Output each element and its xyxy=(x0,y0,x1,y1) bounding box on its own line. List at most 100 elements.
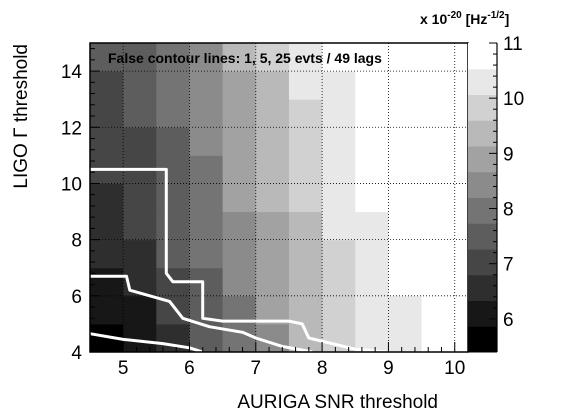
heatmap-cell xyxy=(322,99,356,128)
heatmap-cell xyxy=(421,71,456,100)
heatmap-cell xyxy=(355,99,389,128)
heatmap-cell xyxy=(388,99,423,128)
heatmap-cell xyxy=(454,323,469,353)
y-tick-label: 12 xyxy=(61,118,82,139)
heatmap-cell xyxy=(255,211,290,241)
heatmap-cell xyxy=(123,43,157,72)
heatmap-cell xyxy=(388,155,423,184)
heatmap-cell xyxy=(123,183,157,213)
heatmap-cell xyxy=(189,155,224,184)
heatmap-cell xyxy=(288,71,323,100)
heatmap-cell xyxy=(421,295,456,325)
heatmap-cell xyxy=(189,71,224,100)
colorbar-tick-label: 9 xyxy=(503,144,514,165)
heatmap-cell xyxy=(454,267,469,297)
heatmap-cell xyxy=(123,71,157,100)
heatmap-cell xyxy=(355,71,389,100)
heatmap-cell xyxy=(90,239,124,269)
heatmap-cell xyxy=(454,183,469,213)
colorbar-swatch xyxy=(468,171,497,198)
heatmap-cell xyxy=(222,211,257,241)
heatmap-cell xyxy=(355,295,389,325)
heatmap-cell xyxy=(421,127,456,156)
y-tick-label: 8 xyxy=(71,231,82,252)
heatmap-cell xyxy=(123,323,157,353)
colorbar-tick-label: 8 xyxy=(503,200,514,221)
grid-lines xyxy=(90,43,468,352)
heatmap-cell xyxy=(156,71,190,100)
colorbar-swatch xyxy=(468,68,497,95)
heatmap-cell xyxy=(421,155,456,184)
colorbar-unit: x 10-20 [Hz-1/2] xyxy=(420,10,509,27)
x-axis: 5 6 7 8 9 10 xyxy=(96,342,469,379)
heatmap-cell xyxy=(255,155,290,184)
colorbar-swatch xyxy=(468,249,497,276)
heatmap-cell xyxy=(189,99,224,128)
colorbar-tick-label: 10 xyxy=(503,89,524,110)
heatmap-cell xyxy=(322,127,356,156)
heatmap-cell xyxy=(90,99,124,128)
heatmap-cell xyxy=(255,43,290,72)
colorbar-swatch xyxy=(468,120,497,147)
heatmap-cell xyxy=(322,295,356,325)
colorbar-swatch xyxy=(468,146,497,173)
heatmap-cell xyxy=(454,71,469,100)
heatmap-cell xyxy=(288,155,323,184)
heatmap-cell xyxy=(288,183,323,213)
heatmap-cell xyxy=(355,155,389,184)
heatmap-cell xyxy=(222,323,257,353)
heatmap-cell xyxy=(355,323,389,353)
heatmap-cell xyxy=(189,211,224,241)
heatmap-cell xyxy=(355,211,389,241)
heatmap-cell xyxy=(156,211,190,241)
y-tick-label: 10 xyxy=(61,174,82,195)
heatmap-cell xyxy=(355,239,389,269)
heatmap-cell xyxy=(90,267,124,297)
heatmap-cell xyxy=(388,43,423,72)
heatmap-cell xyxy=(255,183,290,213)
heatmap-cell xyxy=(255,239,290,269)
x-tick-label: 6 xyxy=(184,358,195,379)
x-tick-label: 7 xyxy=(251,358,262,379)
heatmap-cell xyxy=(222,155,257,184)
heatmap-cell xyxy=(421,43,456,72)
colorbar-tick-label: 7 xyxy=(503,255,514,276)
x-tick-label: 9 xyxy=(383,358,394,379)
heatmap-cell xyxy=(322,71,356,100)
heatmap-cell xyxy=(288,239,323,269)
contour-line xyxy=(90,274,313,354)
heatmap-cell xyxy=(90,211,124,241)
heatmap-cell xyxy=(123,99,157,128)
heatmap-cell xyxy=(288,43,323,72)
heatmap-cell xyxy=(454,155,469,184)
heatmap-cells xyxy=(90,43,469,353)
y-tick-label: 4 xyxy=(71,343,82,364)
heatmap-cell xyxy=(421,323,456,353)
heatmap-cell xyxy=(322,211,356,241)
heatmap-cell xyxy=(421,267,456,297)
heatmap-cell xyxy=(90,71,124,100)
y-axis: 4 6 8 10 12 14 xyxy=(61,48,100,364)
heatmap-cell xyxy=(388,239,423,269)
heatmap-cell xyxy=(123,211,157,241)
x-axis-title: AURIGA SNR threshold xyxy=(237,392,438,413)
heatmap-cell xyxy=(90,127,124,156)
heatmap-cell xyxy=(156,43,190,72)
heatmap-cell xyxy=(288,99,323,128)
heatmap-cell xyxy=(355,127,389,156)
heatmap-cell xyxy=(288,267,323,297)
heatmap-cell xyxy=(255,99,290,128)
heatmap-cell xyxy=(421,99,456,128)
heatmap-cell xyxy=(222,183,257,213)
heatmap-cell xyxy=(222,71,257,100)
heatmap-cell xyxy=(288,127,323,156)
heatmap-cell xyxy=(355,43,389,72)
y-tick-label: 6 xyxy=(71,287,82,308)
colorbar-swatch xyxy=(468,326,497,353)
contour-line xyxy=(90,167,389,354)
heatmap-cell xyxy=(388,211,423,241)
heatmap-cell xyxy=(222,127,257,156)
heatmap-cell xyxy=(388,183,423,213)
heatmap-cell xyxy=(156,99,190,128)
